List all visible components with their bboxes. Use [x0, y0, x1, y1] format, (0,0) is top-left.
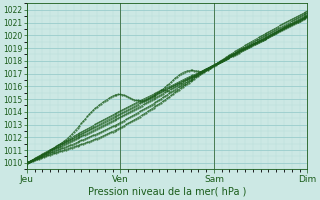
X-axis label: Pression niveau de la mer( hPa ): Pression niveau de la mer( hPa )	[88, 187, 246, 197]
